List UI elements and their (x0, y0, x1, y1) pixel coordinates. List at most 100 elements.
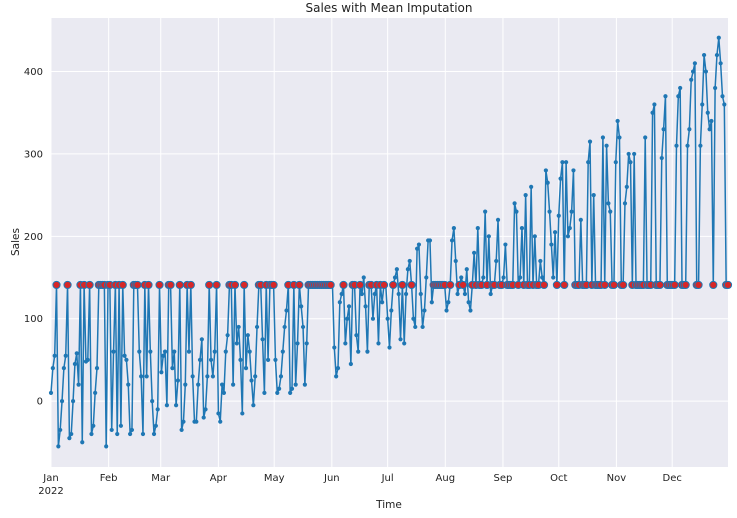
sales-point (643, 135, 648, 140)
sales-point (48, 390, 54, 395)
sales-point (221, 390, 227, 395)
imputed-point (85, 280, 94, 290)
sales-point (161, 353, 166, 358)
sales-point (624, 184, 629, 189)
sales-point (115, 431, 120, 437)
sales-point (569, 209, 574, 214)
sales-point (199, 337, 204, 342)
sales-point (155, 407, 160, 412)
sales-point (361, 275, 366, 280)
sales-point (94, 366, 100, 371)
y-tick-label: 0 (37, 397, 43, 408)
sales-point (153, 423, 158, 428)
sales-point (512, 201, 517, 206)
sales-point (455, 291, 460, 297)
sales-point (413, 324, 418, 330)
sales-point (538, 258, 543, 264)
sales-point (234, 341, 239, 346)
sales-point (606, 201, 611, 206)
sales-point (687, 127, 692, 132)
imputed-point (240, 280, 249, 290)
sales-point (343, 341, 348, 346)
x-tick-label: Sep (494, 473, 513, 484)
sales-point (216, 411, 221, 416)
x-tick-label: Jan (42, 473, 58, 484)
sales-point (354, 333, 359, 338)
sales-point (70, 398, 76, 404)
imputed-point (175, 280, 184, 290)
sales-point (446, 300, 451, 305)
sales-point (52, 353, 57, 358)
sales-point (194, 419, 199, 424)
sales-point (302, 382, 307, 387)
imputed-point (186, 280, 195, 290)
sales-point (394, 267, 399, 272)
sales-point (483, 209, 488, 214)
imputed-point (458, 280, 468, 290)
sales-point (587, 139, 593, 144)
sales-point (405, 267, 410, 272)
sales-point (416, 242, 422, 247)
sales-point (104, 444, 109, 449)
sales-point (466, 300, 471, 305)
x-tick-label: Oct (550, 473, 567, 484)
sales-point (118, 423, 124, 428)
sales-point (223, 349, 228, 354)
sales-point (109, 427, 114, 433)
sales-point (659, 155, 664, 161)
sales-point (424, 275, 429, 280)
sales-point (126, 382, 131, 387)
sales-point (459, 275, 464, 280)
sales-point (709, 118, 714, 124)
sales-point (346, 304, 352, 309)
sales-point (540, 275, 545, 280)
sales-point (159, 370, 164, 375)
sales-point (334, 374, 339, 379)
imputed-point (407, 280, 416, 290)
sales-point (277, 386, 282, 391)
sales-point (89, 431, 94, 437)
sales-point (518, 275, 523, 280)
y-tick-label: 200 (24, 232, 43, 243)
imputed-point (63, 280, 72, 290)
sales-point (170, 366, 175, 371)
sales-point (578, 217, 583, 222)
sales-point (451, 225, 456, 231)
sales-point (503, 242, 508, 247)
y-tick-label: 400 (24, 67, 43, 78)
sales-point (488, 291, 493, 297)
sales-point (231, 382, 236, 387)
sales-point (295, 341, 300, 346)
sales-point (701, 52, 707, 58)
sales-point (150, 398, 155, 404)
sales-point (622, 201, 628, 206)
sales-point (407, 258, 412, 264)
sales-point (260, 337, 265, 342)
sales-point (337, 300, 342, 305)
sales-point (348, 361, 353, 367)
chart-title: Sales with Mean Imputation (305, 1, 472, 15)
sales-point (545, 180, 550, 185)
sales-point (345, 316, 350, 321)
sales-point (58, 427, 63, 433)
x-tick-label: Nov (607, 473, 627, 484)
sales-point (289, 386, 295, 391)
sales-point (678, 85, 683, 91)
imputed-point (355, 280, 365, 290)
imputed-point (539, 280, 549, 290)
sales-point (247, 349, 252, 354)
sales-point (396, 291, 401, 297)
sales-point (249, 378, 254, 383)
sales-point (418, 291, 423, 297)
sales-point (280, 349, 285, 354)
imputed-point (655, 280, 665, 290)
sales-point (124, 357, 129, 362)
sales-point (713, 85, 718, 91)
sales-point (265, 357, 271, 362)
sales-point (661, 127, 666, 132)
sales-point (700, 102, 705, 107)
sales-point (63, 353, 68, 358)
sales-point (201, 415, 206, 420)
sales-point (552, 230, 558, 235)
sales-point (181, 419, 186, 424)
